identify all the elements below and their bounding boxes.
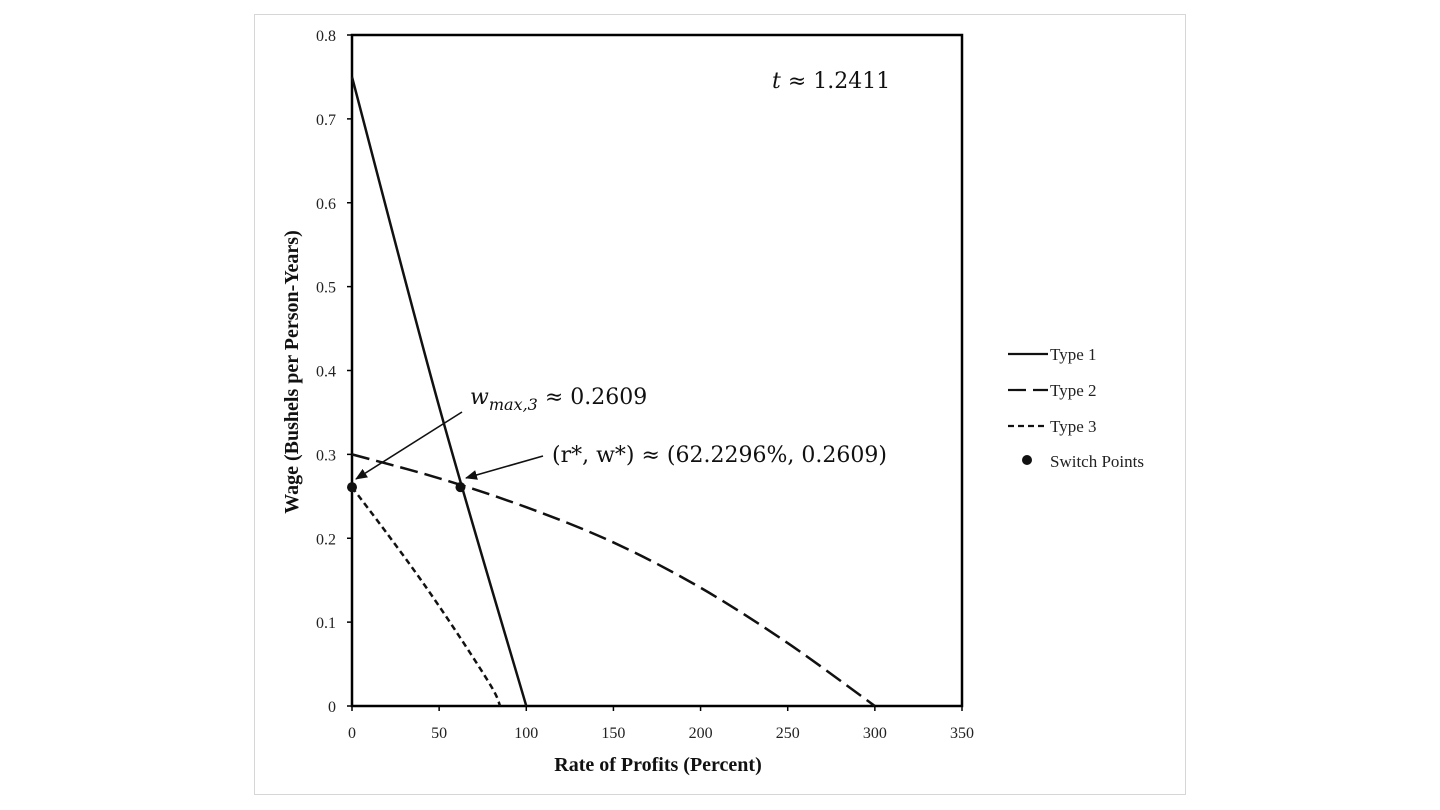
x-tick-label: 200 xyxy=(689,725,713,742)
legend-label-type-1: Type 1 xyxy=(1050,345,1097,364)
y-axis-title: Wage (Bushels per Person-Years) xyxy=(281,230,303,514)
switch-point-marker xyxy=(455,482,466,493)
annotation-wmax-arrow xyxy=(355,411,463,480)
annotation-t-value: ≈ 1.2411 xyxy=(781,69,890,94)
annotation-switch-arrow xyxy=(465,455,544,480)
series-line-type-3 xyxy=(351,486,502,707)
x-tick-label: 150 xyxy=(601,725,625,742)
x-tick-label: 100 xyxy=(514,725,538,742)
x-tick-label: 300 xyxy=(863,725,887,742)
switch-points-layer xyxy=(347,482,466,493)
plot-area xyxy=(350,33,964,708)
x-axis-title: Rate of Profits (Percent) xyxy=(554,754,762,776)
y-tick-label: 0.2 xyxy=(316,531,336,548)
legend-label-type-3: Type 3 xyxy=(1050,417,1097,436)
y-tick-label: 0.1 xyxy=(316,615,336,632)
x-tick-label: 50 xyxy=(431,725,447,742)
annotation-switch-point: (r*, w*) ≈ (62.2296%, 0.2609) xyxy=(552,443,887,468)
x-tick-label: 0 xyxy=(348,725,356,742)
series-line-type-1 xyxy=(350,76,528,707)
legend: Type 1 Type 2 Type 3 Switch Points xyxy=(1008,345,1144,471)
annotation-t: t ≈ 1.2411 xyxy=(772,69,890,94)
x-axis-ticks: 0 50 100 150 200 250 300 350 xyxy=(348,706,974,742)
switch-point-marker xyxy=(347,482,357,493)
annotation-wmax-value: ≈ 0.2609 xyxy=(538,385,647,410)
series-layer xyxy=(350,76,876,708)
y-tick-label: 0.4 xyxy=(316,364,336,381)
annotation-wmax: wmax,3 ≈ 0.2609 xyxy=(470,385,647,414)
y-tick-label: 0.6 xyxy=(316,196,336,213)
x-tick-label: 250 xyxy=(776,725,800,742)
legend-label-type-2: Type 2 xyxy=(1050,381,1097,400)
y-tick-label: 0.7 xyxy=(316,112,336,129)
legend-swatch-switch-points xyxy=(1022,455,1032,465)
y-tick-label: 0 xyxy=(328,699,336,716)
legend-label-switch-points: Switch Points xyxy=(1050,452,1144,471)
annotation-t-var: t xyxy=(772,69,781,94)
y-axis-ticks: 0 0.1 0.2 0.3 0.4 0.5 0.6 0.7 0.8 xyxy=(316,28,352,716)
annotation-wmax-var: w xyxy=(470,385,489,410)
y-tick-label: 0.3 xyxy=(316,447,336,464)
annotation-wmax-sub: max,3 xyxy=(489,395,538,414)
y-tick-label: 0.5 xyxy=(316,280,336,297)
y-tick-label: 0.8 xyxy=(316,28,336,45)
x-tick-label: 350 xyxy=(950,725,974,742)
series-line-type-2 xyxy=(351,453,876,708)
